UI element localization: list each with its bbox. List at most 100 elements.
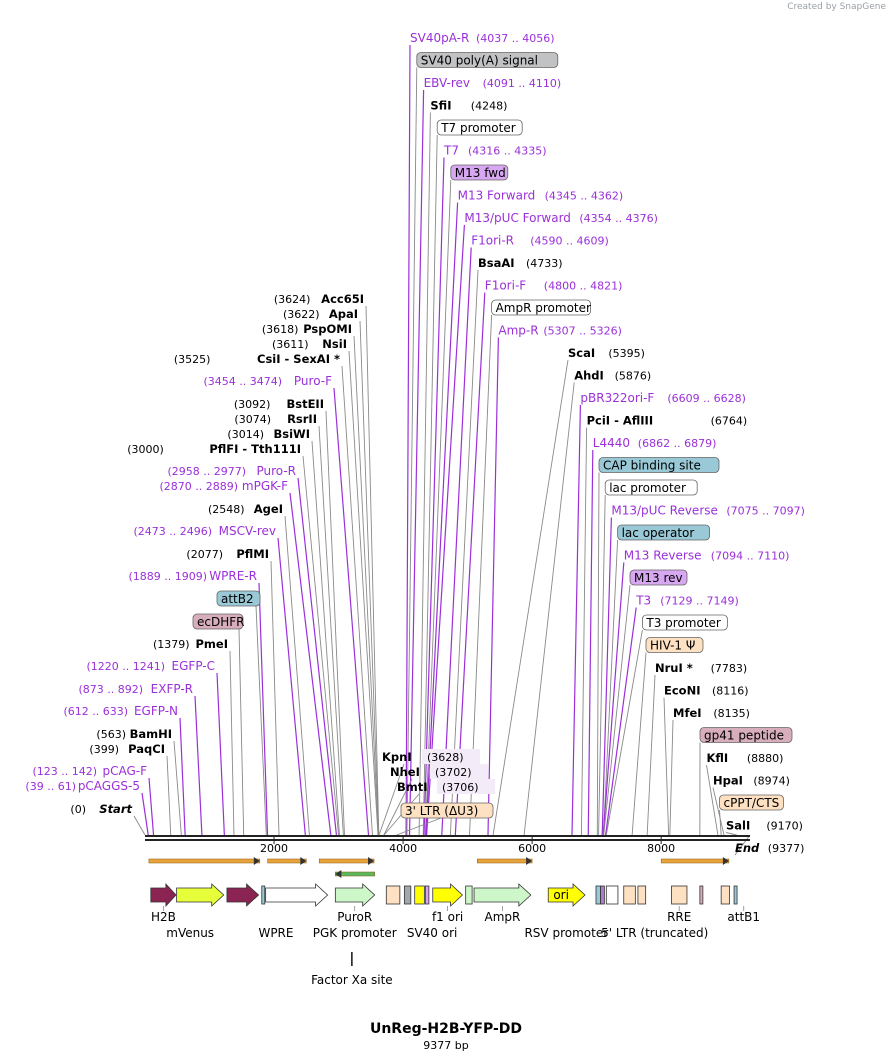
label-position: (5395) [608,347,645,360]
enzyme-label-sfii: SfiI (4248) [430,99,507,113]
primer-label-f1ori-r: F1ori-R (4590 .. 4609) [471,234,609,248]
primer-label-ebv-rev: EBV-rev (4091 .. 4110) [424,76,562,90]
primer-label-wpre-r: WPRE-R(1889 .. 1909) [128,569,257,583]
feature-tag-ampr-promoter: AmpR promoter [491,299,591,316]
orf-bar [660,858,730,864]
feature-label-puror: PuroR [337,910,372,924]
label-position: (4590 .. 4609) [530,235,609,248]
connector-line [325,410,345,836]
feature-tag-text: attB2 [221,592,254,606]
enzyme-label-mfei: MfeI (8135) [673,706,750,720]
enzyme-label-ahdi: AhdI (5876) [574,369,651,383]
orf-arrowhead [335,870,342,878]
label-name: BsaAI [478,256,515,270]
feature-tag-m13-fwd: M13 fwd [450,164,509,181]
label-name: MfeI [673,706,702,720]
label-name: NheI [390,765,420,779]
label-name: AgeI [254,502,283,516]
label-position: (612 .. 633) [63,705,128,718]
feature-tag-box [629,569,688,586]
connector-line [425,202,459,836]
snapgene-watermark: Created by SnapGene [787,2,886,12]
label-name: Acc65I [321,292,364,306]
label-position: (1889 .. 1909) [128,570,207,583]
feature-arrow [334,883,376,907]
feature-label-5-ltr-truncated: 5' LTR (truncated) [601,926,708,940]
label-position: (3622) [283,308,320,321]
connector-line [418,112,431,836]
feature-box [733,885,738,905]
label-name: Amp-R [498,324,538,338]
enzyme-label-bamhi: BamHI (563) [96,727,172,741]
label-name: M13/pUC Forward [464,211,571,225]
enzyme-label-bsteii: BstEII (3092) [234,397,324,411]
label-name: AhdI [574,369,604,383]
label-position: (3092) [234,398,271,411]
feature-tag-text: M13 fwd [455,166,506,180]
label-position: (3628) [427,751,464,764]
feature-box [605,885,619,905]
connector-line [596,472,600,836]
feature-box [671,885,688,905]
feature-tag-text: 3' LTR (ΔU3) [405,804,478,818]
enzyme-label-acc65i: Acc65I (3624) [274,292,364,306]
primer-label-mpgk-f: mPGK-F (2870 .. 2889) [159,479,288,493]
primer-label-m13-reverse: M13 Reverse (7094 .. 7110) [624,549,790,563]
feature-tag-box [719,794,784,811]
connector-line [441,247,472,836]
label-position: (6764) [711,415,748,428]
connector-line [712,787,725,836]
orf-arrowhead [722,857,729,865]
connector-line [706,764,719,836]
feature-tag-box [642,614,728,631]
label-name: NruI * [655,661,693,675]
connector-line [141,792,149,836]
connector-line [284,515,310,836]
primer-label-puro-r: Puro-R (2958 .. 2977) [167,464,296,478]
feature-tag-text: ecDHFR [197,615,244,629]
label-position: (4733) [526,257,563,270]
feature-tag-lac-operator: lac operator [617,524,710,541]
connector-line [605,607,637,836]
connector-line [405,44,411,836]
connector-line [719,809,722,836]
label-name: PflFI - Tth111I [209,442,301,456]
connector-line [601,517,612,836]
label-position: (3074) [234,413,271,426]
connector-line [523,382,575,836]
label-name: BamHI [130,727,172,741]
label-name: ApaI [329,307,358,321]
label-position: (399) [89,743,119,756]
feature-track: ori [150,882,745,911]
backbone-top-strand [145,835,750,837]
label-position: (3014) [227,428,264,441]
enzyme-label-agei: AgeI (2548) [208,502,283,516]
feature-tag-hiv-1: HIV-1 Ψ [645,637,704,653]
connector-line [353,335,379,836]
enzyme-label-bmti: BmtI (3706) [397,779,495,794]
label-position: (3702) [435,766,472,779]
feature-tag-text: CAP binding site [603,459,701,473]
feature-label-wpre: WPRE [258,926,293,940]
feature-box [600,885,605,905]
label-position: (1220 .. 1241) [86,660,165,673]
feature-box [414,885,425,905]
connector-line [302,455,340,836]
axis-tick-label: 4000 [389,842,417,855]
feature-tag-text: M13 rev [634,571,683,585]
primer-label-mscv-rev: MSCV-rev (2473 .. 2496) [133,524,276,538]
axis-tick-label: 6000 [518,842,546,855]
feature-tag-text: SV40 poly(A) signal [421,54,538,68]
label-highlight [430,764,488,779]
label-name: EXFP-R [151,682,193,696]
feature-label-mvenus: mVenus [166,926,214,940]
label-position: (4345 .. 4362) [545,190,624,203]
feature-tag-t3-promoter: T3 promoter [642,614,728,631]
primer-label-sv40pa-r: SV40pA-R (4037 .. 4056) [410,31,555,45]
connector-line [587,449,594,836]
feature-tag-text: cPPT/CTS [724,796,780,810]
feature-box [637,885,647,905]
connector-line [173,740,182,836]
connector-line [422,134,438,836]
label-position: (3000) [127,443,164,456]
